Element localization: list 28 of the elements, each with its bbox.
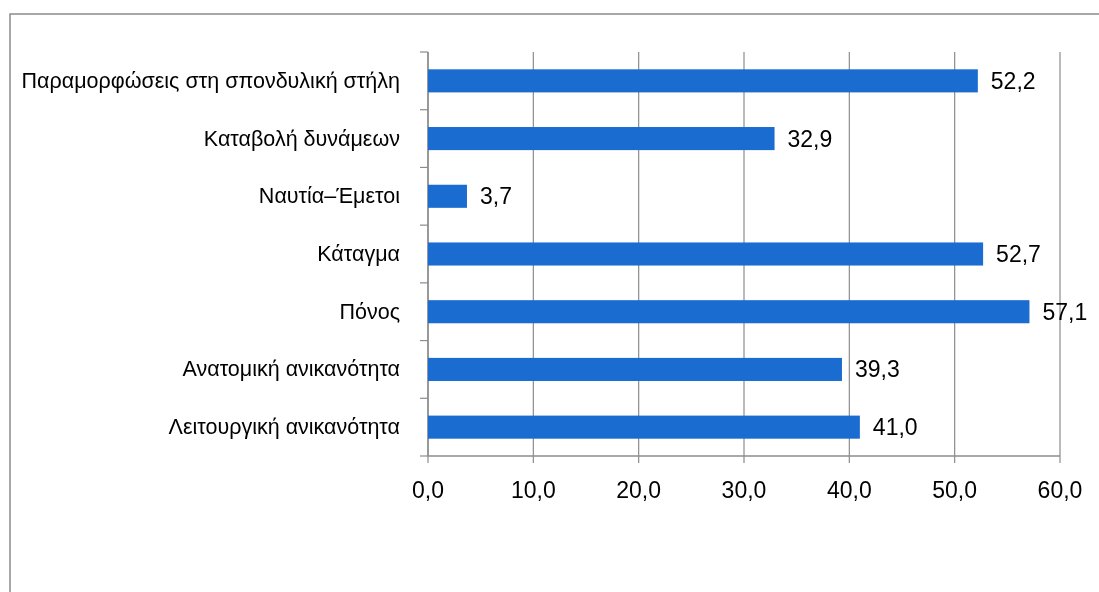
data-label: 3,7 (479, 183, 512, 210)
data-label: 39,3 (854, 356, 900, 383)
x-tick-label: 20,0 (616, 477, 662, 503)
data-label: 52,2 (990, 67, 1036, 94)
bar (428, 127, 775, 151)
data-label: 57,1 (1042, 298, 1088, 325)
x-tick-label: 40,0 (826, 477, 872, 503)
bar (428, 415, 860, 439)
data-label: 41,0 (872, 414, 918, 441)
bar (428, 357, 842, 381)
bar (428, 242, 984, 266)
data-label: 52,7 (996, 241, 1041, 267)
y-tick-label: Παραμορφώσεις στη σπονδυλική στήλη (21, 68, 400, 93)
y-tick-label: Ναυτία–Έμετοι (258, 184, 401, 209)
bar (428, 69, 978, 93)
y-tick-label: Καταβολή δυνάμεων (203, 126, 400, 151)
bar (428, 300, 1030, 324)
x-tick-label: 0,0 (412, 477, 444, 503)
y-tick-label: Κάταγμα (317, 242, 400, 266)
y-tick-label: Πόνος (339, 299, 400, 324)
y-tick-label: Ανατομική ανικανότητα (182, 357, 400, 382)
x-tick-label: 60,0 (1037, 477, 1083, 503)
y-tick-label: Λειτουργική ανικανότητα (168, 415, 400, 440)
x-tick-label: 10,0 (510, 477, 556, 503)
bar (428, 184, 467, 208)
x-tick-label: 30,0 (721, 477, 767, 503)
data-label: 32,9 (787, 125, 833, 152)
x-tick-label: 50,0 (932, 477, 978, 503)
